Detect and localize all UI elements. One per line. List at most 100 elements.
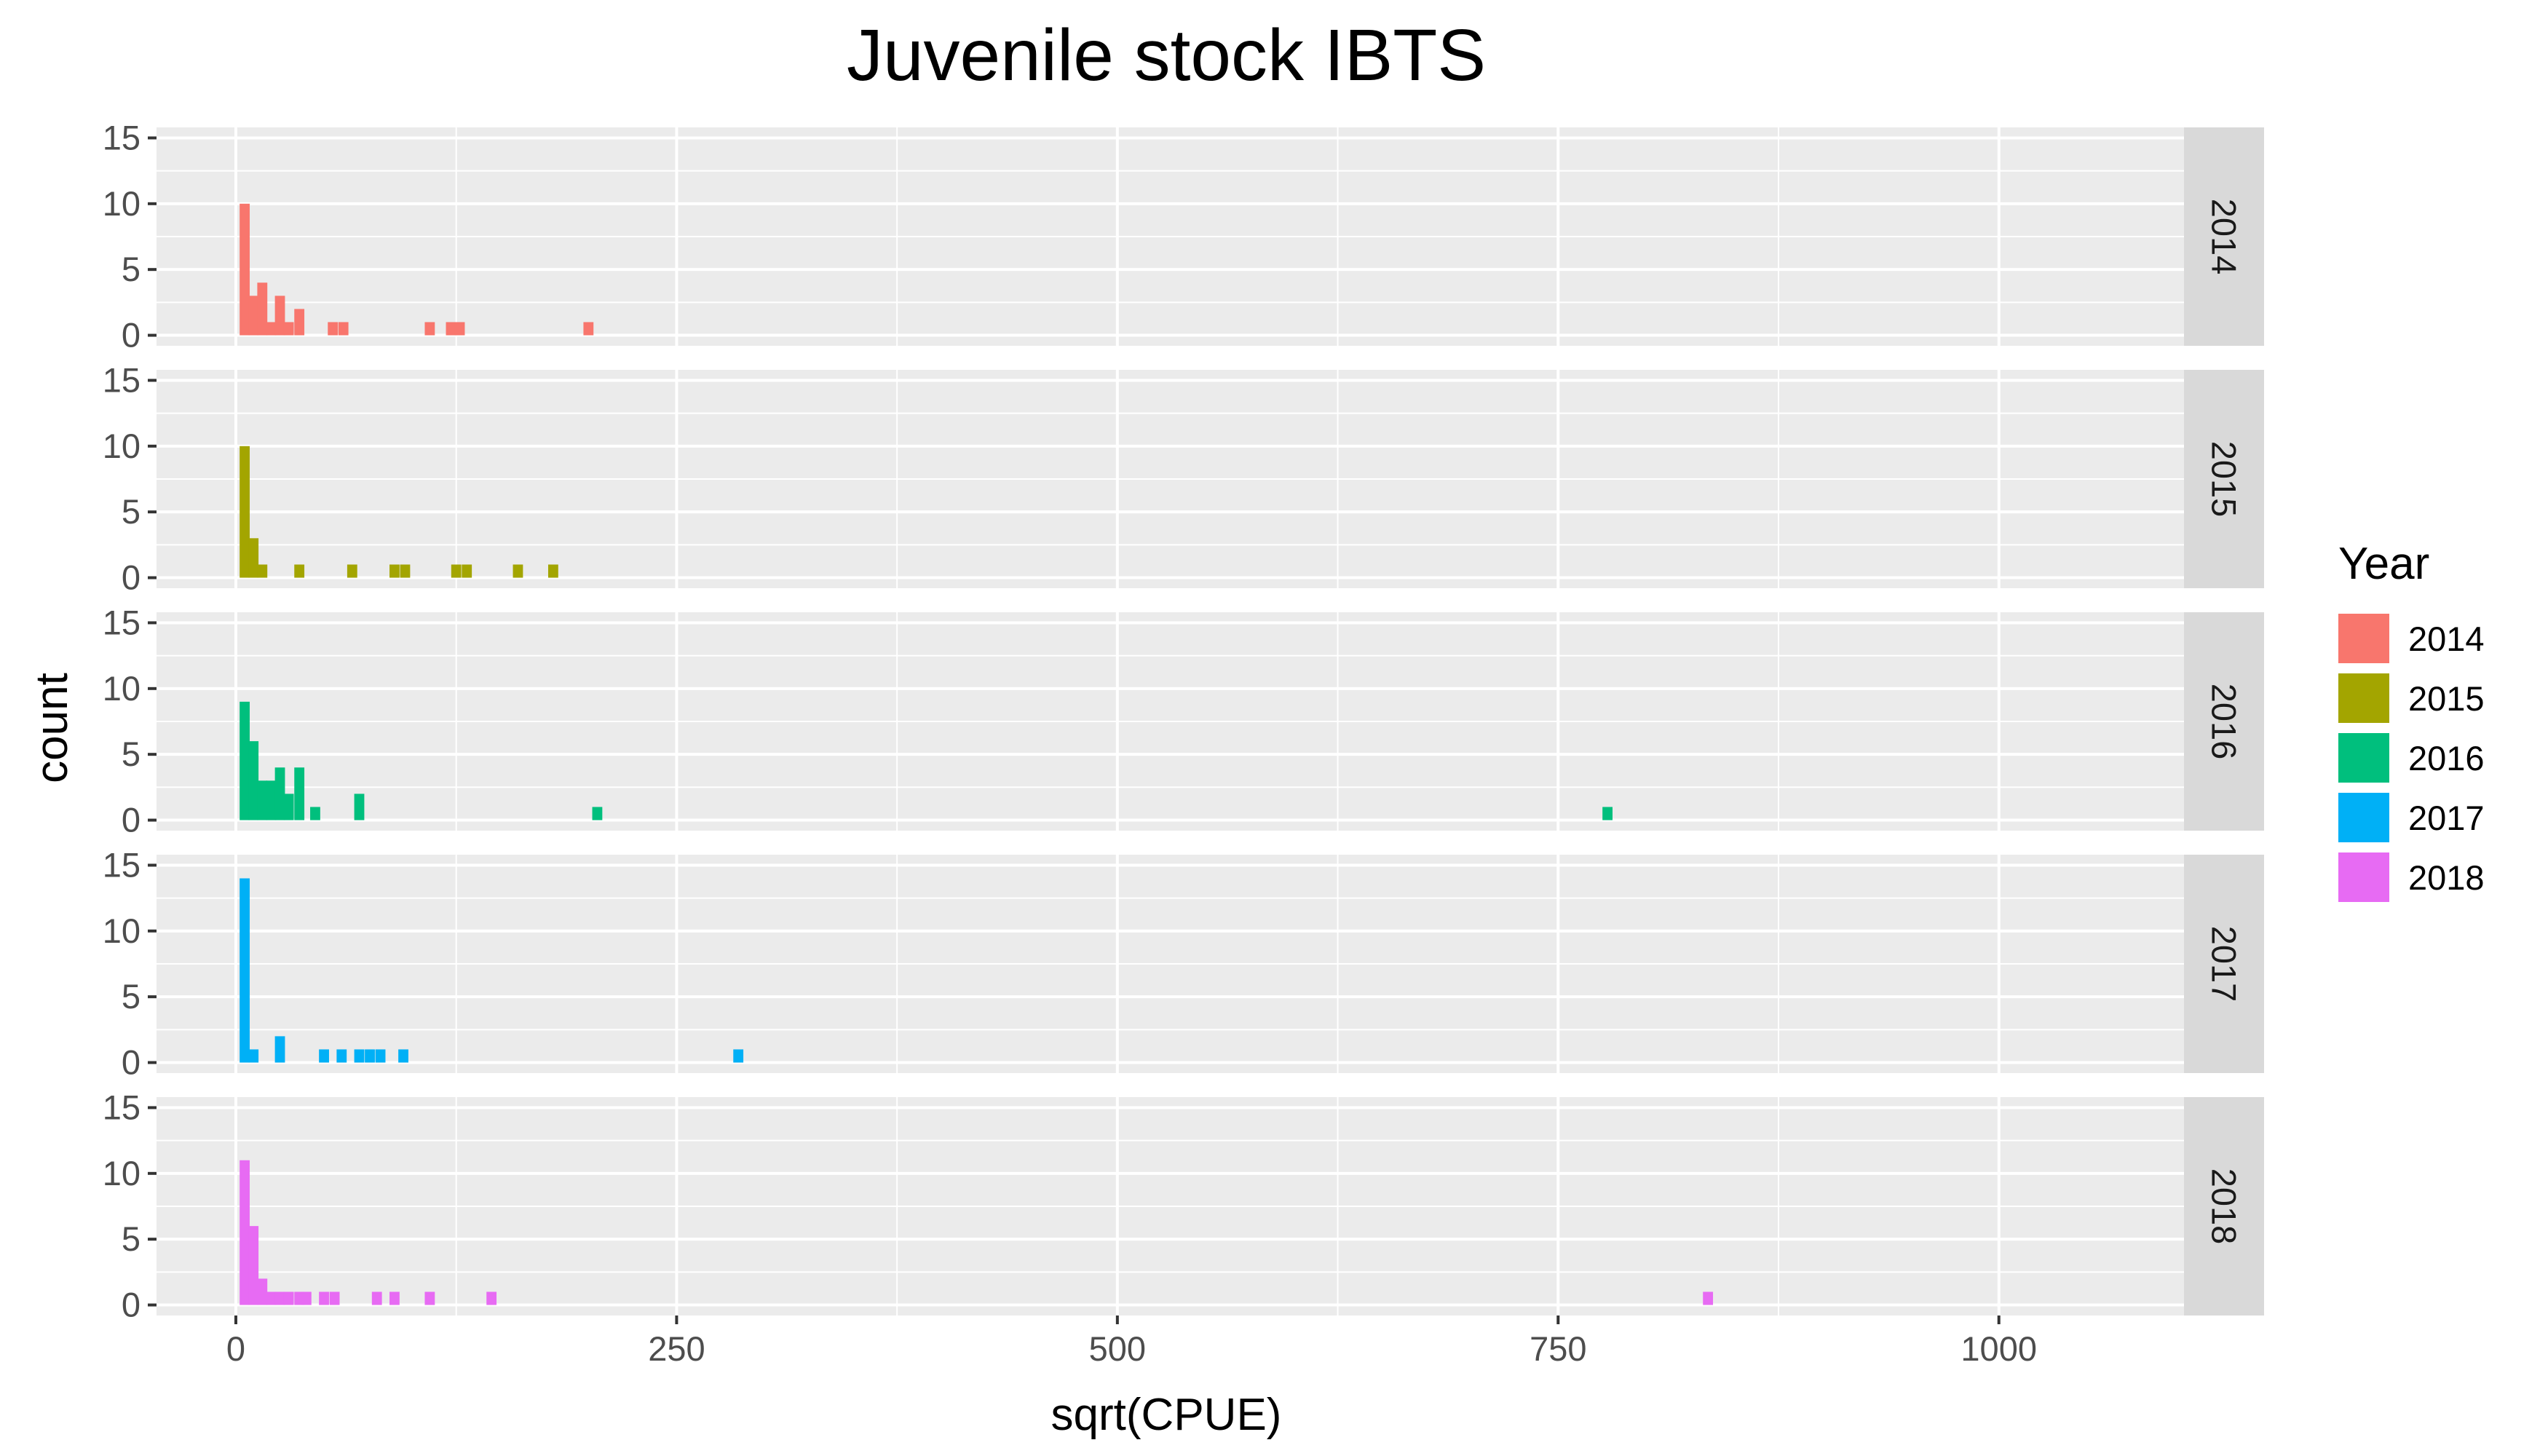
histogram-bar [240,203,250,336]
legend-key [2338,733,2389,783]
histogram-bar [283,1291,294,1305]
legend-key [2338,852,2389,902]
histogram-bar [240,446,250,578]
histogram-bar [301,1291,312,1305]
histogram-bar [266,1291,277,1305]
histogram-bar [592,807,603,820]
x-tick-label: 1000 [1961,1329,2037,1368]
y-tick-label: 5 [122,492,141,531]
histogram-bar [486,1291,497,1305]
facet-strip [2184,127,2264,346]
y-tick-label: 15 [103,603,141,641]
histogram-bar [274,1291,285,1305]
histogram-bar [257,780,268,820]
histogram-bar [257,282,268,336]
y-tick-label: 15 [103,360,141,399]
facet-strip [2184,370,2264,588]
histogram-bar [451,564,462,578]
histogram-bar [454,322,465,336]
legend-title: Year [2338,539,2429,589]
histogram-bar [371,1291,382,1305]
histogram-bar [347,564,357,578]
y-tick-label: 10 [103,669,141,708]
histogram-bar [248,296,259,336]
histogram-bar [240,701,250,820]
histogram-bar [240,878,250,1063]
histogram-bar [294,309,305,336]
histogram-bar [400,564,411,578]
legend-item-2017: 2017 [2338,793,2485,842]
histogram-bar [365,1049,375,1063]
facet-strip-label: 2014 [2205,199,2244,275]
y-tick-label: 0 [122,801,141,839]
facet-strip-label: 2018 [2205,1168,2244,1245]
y-tick-label: 0 [122,1286,141,1324]
histogram-bar [310,807,320,820]
histogram-bar [1602,807,1613,820]
x-axis: 0 250 500 750 1000 [226,1315,2037,1368]
y-tick-label: 10 [103,184,141,223]
histogram-bar [248,741,259,820]
y-tick-label: 0 [122,316,141,355]
histogram-bar [257,564,268,578]
y-tick-label: 0 [122,1043,141,1082]
histogram-bar [274,296,285,336]
histogram-bar [257,1278,268,1305]
y-tick-label: 0 [122,558,141,597]
y-tick-label: 15 [103,845,141,884]
x-tick-label: 250 [648,1329,705,1368]
y-tick-label: 10 [103,427,141,465]
legend-label: 2017 [2408,799,2485,837]
histogram-bar [248,1049,259,1063]
histogram-bar [354,794,365,820]
legend-label: 2015 [2408,679,2485,718]
histogram-bar [319,1049,329,1063]
histogram-bar [733,1049,744,1063]
y-tick-label: 10 [103,911,141,950]
histogram-bar [446,322,456,336]
facet-panels: 0 5 10 15 2014 0 5 10 15 2015 0 5 10 15 2016 0 5 10 15 2017… [103,118,2264,1324]
histogram-bar [389,564,400,578]
x-tick-label: 750 [1530,1329,1586,1368]
legend-key [2338,614,2389,663]
histogram-bar [389,1291,400,1305]
histogram-bar [283,322,294,336]
facet-strip-label: 2016 [2205,684,2244,760]
histogram-bar [266,780,277,820]
facet-panel-2015: 0 5 10 15 2015 [103,360,2264,597]
histogram-bar [294,767,305,820]
legend-items: 2014 2015 2016 2017 2018 [2338,614,2485,902]
legend-item-2014: 2014 [2338,614,2485,663]
histogram-bar [583,322,594,336]
histogram-bar [329,1291,340,1305]
histogram-bar [319,1291,329,1305]
legend-item-2016: 2016 [2338,733,2485,783]
facet-panel-2016: 0 5 10 15 2016 [103,603,2264,839]
facet-strip-label: 2015 [2205,441,2244,518]
histogram-bar [328,322,339,336]
y-tick-label: 5 [122,735,141,773]
legend-key [2338,673,2389,723]
histogram-bar [424,322,435,336]
histogram-bar [294,564,305,578]
legend-item-2015: 2015 [2338,673,2485,723]
histogram-bar [336,1049,347,1063]
histogram-bar [283,794,294,820]
histogram-bar [274,767,285,820]
histogram-bar [266,322,277,336]
facet-strip [2184,612,2264,831]
histogram-bar [375,1049,386,1063]
x-axis-title: sqrt(CPUE) [1051,1390,1282,1440]
y-axis-title: count [27,673,77,783]
legend-label: 2016 [2408,739,2485,778]
y-tick-label: 5 [122,250,141,288]
histogram-bar [338,322,349,336]
legend-label: 2018 [2408,858,2485,897]
histogram-bar [354,1049,365,1063]
histogram-bar [513,564,523,578]
histogram-bar [248,538,259,578]
histogram-bar [274,1036,285,1063]
histogram-bar [462,564,472,578]
legend-key [2338,793,2389,842]
chart-title: Juvenile stock IBTS [847,15,1486,96]
